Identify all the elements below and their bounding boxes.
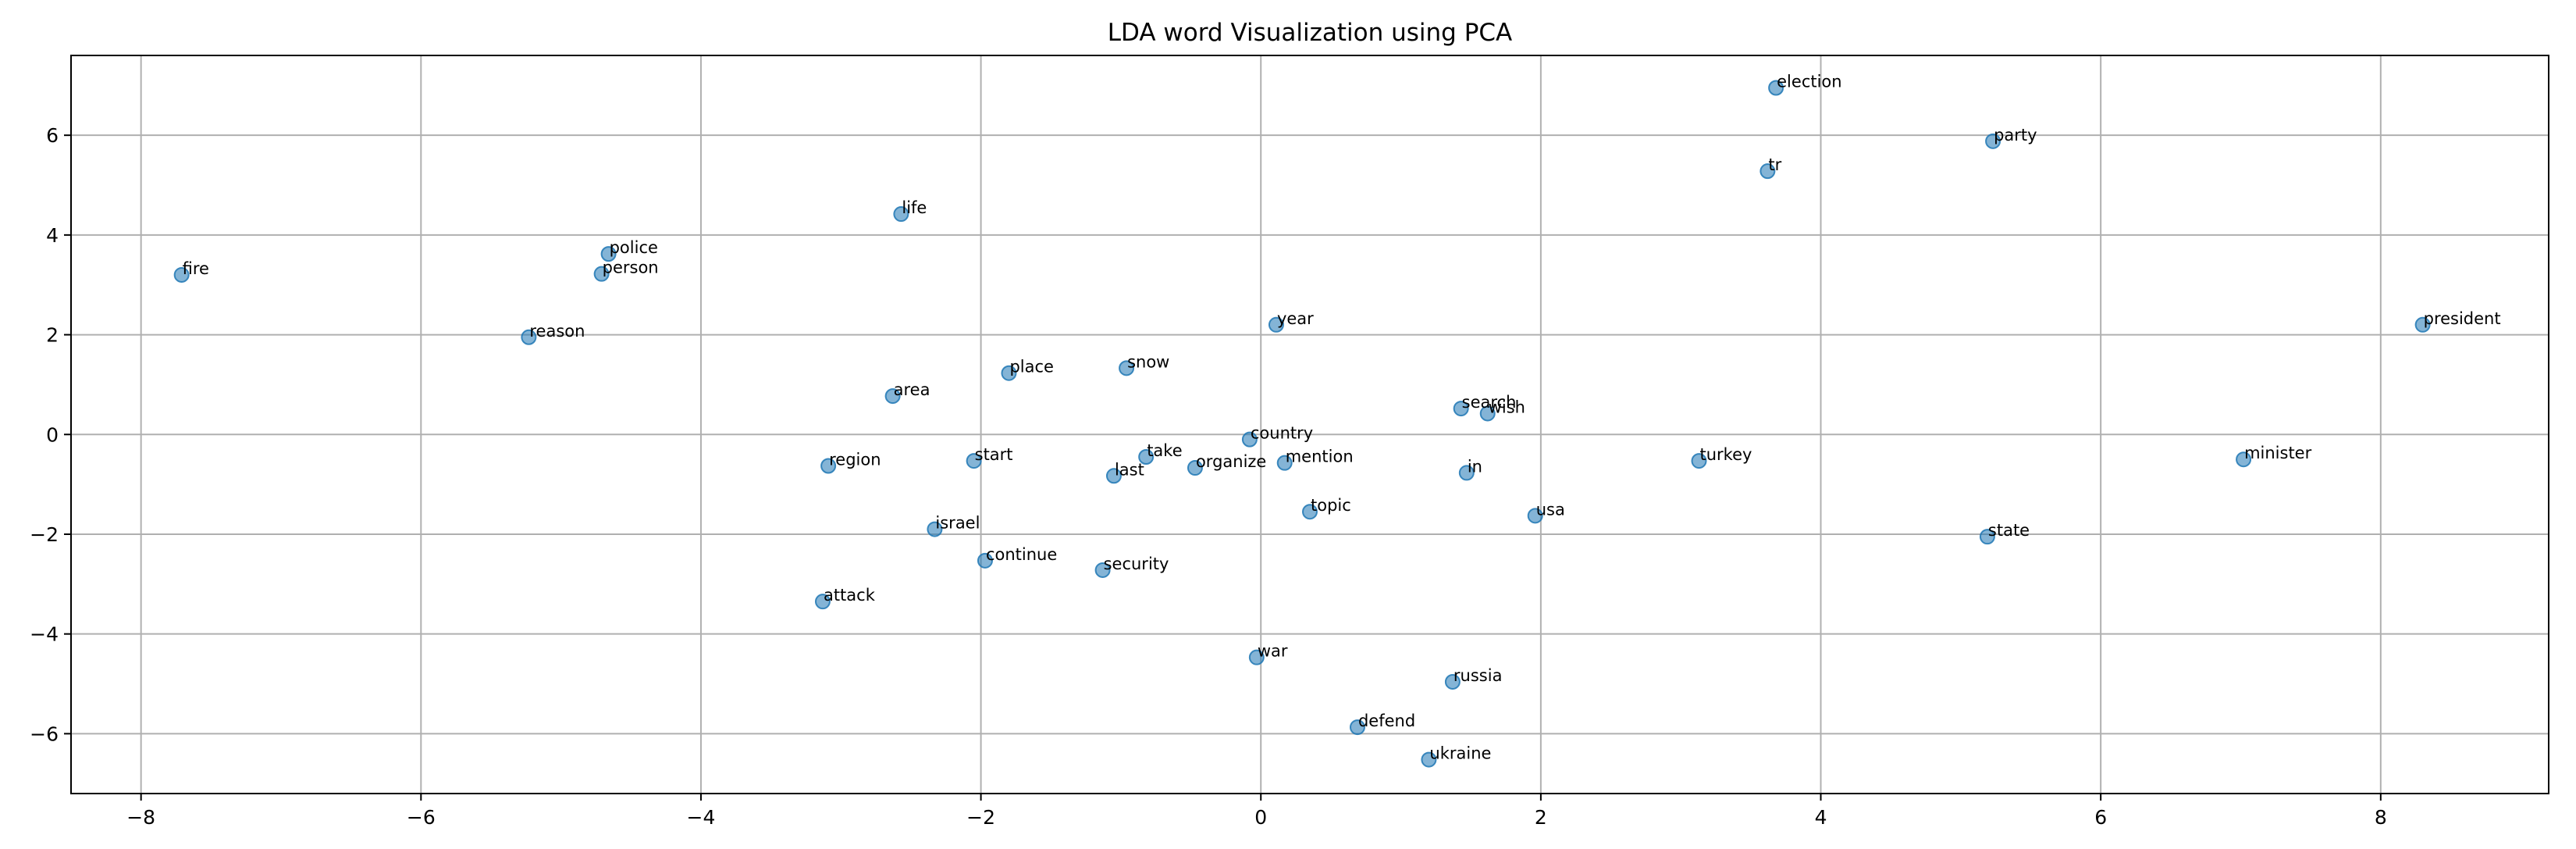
scatter-point [977, 552, 993, 569]
scatter-point [893, 206, 909, 223]
x-tick-label: −6 [407, 806, 436, 829]
scatter-point [1241, 431, 1258, 448]
point-label: search [1462, 393, 1517, 412]
scatter-point [2236, 451, 2252, 468]
y-tick-label: −4 [30, 623, 59, 646]
scatter-point [1453, 401, 1469, 417]
scatter-point [1248, 649, 1265, 665]
y-tick-label: 0 [46, 423, 59, 446]
scatter-point [1119, 360, 1135, 376]
point-label: person [603, 259, 659, 277]
chart-title: LDA word Visualization using PCA [1108, 19, 1513, 47]
x-tick-label: −8 [126, 806, 155, 829]
point-label: election [1777, 73, 1841, 91]
scatter-point [2414, 316, 2431, 333]
x-tick-label: 8 [2375, 806, 2387, 829]
scatter-point [1105, 468, 1122, 484]
point-labels: election party tr life police person fire reaso… [183, 73, 2501, 763]
y-tick-label: −2 [30, 523, 59, 546]
point-label: minister [2244, 444, 2312, 462]
y-tick-label: 4 [46, 224, 59, 247]
x-tick-label: 4 [1815, 806, 1827, 829]
point-label: russia [1453, 666, 1503, 685]
point-label: party [1994, 126, 2037, 144]
y-tick-label: 6 [46, 124, 59, 147]
scatter-point [1759, 163, 1776, 180]
x-tick-label: −4 [687, 806, 716, 829]
scatter-point [814, 594, 831, 610]
point-label: police [610, 238, 658, 257]
scatter-point [1985, 133, 2001, 149]
scatter-point [173, 266, 190, 283]
scatter-point [1094, 562, 1111, 578]
scatter-point [1768, 80, 1784, 96]
point-label: security [1104, 555, 1169, 573]
point-label: in [1468, 457, 1482, 476]
x-tick-label: 6 [2094, 806, 2107, 829]
scatter-point [1276, 455, 1293, 471]
scatter-point [1458, 465, 1475, 481]
point-label: attack [824, 586, 876, 605]
point-label: organize [1196, 452, 1266, 471]
point-label: fire [183, 259, 209, 278]
scatter-point [1527, 508, 1543, 524]
scatter-point [927, 521, 943, 537]
point-label: area [894, 380, 930, 399]
point-label: israel [935, 514, 980, 533]
axes-frame [70, 55, 2549, 794]
point-label: mention [1286, 448, 1354, 466]
x-tick-label: 2 [1535, 806, 1547, 829]
point-label: region [829, 450, 881, 469]
scatter-point [1138, 449, 1155, 466]
scatter-point [1349, 719, 1365, 736]
point-label: snow [1127, 352, 1169, 371]
axis-ticks: −8 −6 −4 −2 0 2 4 6 8 −6 −4 −2 0 2 4 6 [30, 124, 2387, 829]
point-label: last [1115, 460, 1144, 479]
scatter-point [521, 329, 537, 345]
scatter-point [600, 246, 617, 262]
scatter-point [820, 458, 837, 474]
point-label: reason [529, 322, 585, 341]
scatter-point [966, 453, 982, 469]
data-points [173, 80, 2431, 768]
scatter-point [884, 388, 901, 405]
scatter-point [593, 266, 610, 282]
point-label: usa [1536, 500, 1565, 519]
point-label: defend [1358, 712, 1415, 730]
scatter-point [1691, 453, 1707, 469]
point-label: continue [986, 545, 1057, 564]
point-label: turkey [1700, 445, 1752, 464]
point-label: place [1009, 358, 1054, 376]
point-label: tr [1768, 155, 1781, 174]
point-label: take [1147, 441, 1182, 460]
point-label: president [2424, 309, 2501, 328]
point-label: ukraine [1429, 744, 1491, 763]
point-label: country [1251, 424, 1313, 443]
y-tick-label: 2 [46, 324, 59, 347]
scatter-point [1479, 405, 1496, 422]
point-label: war [1258, 642, 1288, 661]
scatter-point [1302, 504, 1318, 520]
scatter-point [1187, 460, 1203, 476]
x-tick-label: −2 [966, 806, 995, 829]
y-tick-label: −6 [30, 722, 59, 745]
scatter-point [1268, 316, 1284, 333]
point-label: start [975, 445, 1013, 464]
point-label: wish [1489, 398, 1525, 416]
scatter-point [1979, 529, 1995, 545]
point-label: year [1277, 309, 1314, 328]
scatter-point [1444, 673, 1461, 690]
scatter-point [1001, 365, 1017, 381]
scatter-point [1421, 751, 1437, 768]
point-label: state [1988, 521, 2030, 540]
x-tick-label: 0 [1254, 806, 1267, 829]
point-label: life [902, 198, 927, 217]
grid [71, 55, 2549, 794]
point-label: topic [1311, 496, 1351, 515]
